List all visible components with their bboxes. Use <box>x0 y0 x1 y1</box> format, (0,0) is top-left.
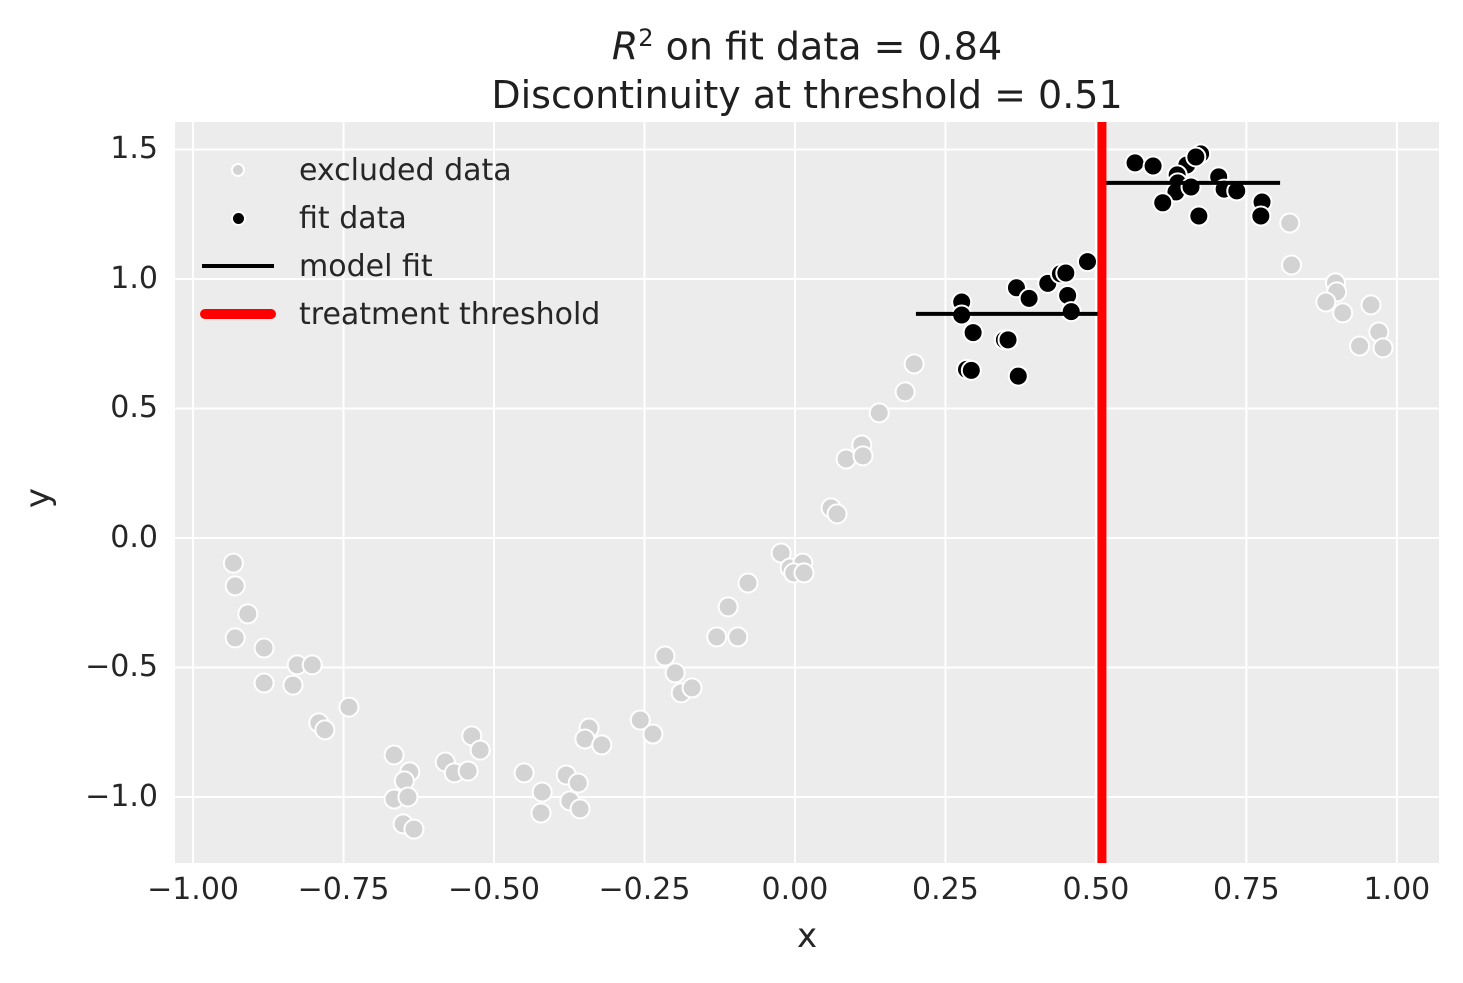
excluded-data-point <box>383 744 405 766</box>
chart-title-line1-text: on fit data = 0.84 <box>653 24 1003 69</box>
plot-area <box>175 122 1439 863</box>
excluded-data-point <box>706 626 728 648</box>
legend-label-fit-data: fit data <box>299 200 407 236</box>
x-tick-label: −1.00 <box>147 872 240 907</box>
y-tick-label: −1.0 <box>85 778 158 814</box>
excluded-data-point <box>664 662 686 684</box>
fit-data-point <box>997 329 1019 351</box>
excluded-data-point <box>793 562 815 584</box>
model-fit-line-icon <box>195 264 281 268</box>
x-tick-label: −0.50 <box>448 872 540 907</box>
excluded-data-point <box>868 402 890 424</box>
fit-data-point <box>1076 251 1098 273</box>
fit-data-point <box>1018 287 1040 309</box>
fit-data-point <box>1142 155 1164 177</box>
excluded-data-point <box>237 603 259 625</box>
excluded-data-point <box>717 596 739 618</box>
fit-data-point <box>1060 301 1082 323</box>
excluded-data-point <box>1279 212 1301 234</box>
legend-item-model-fit: model fit <box>195 242 600 290</box>
excluded-data-point <box>567 772 589 794</box>
fit-data-point <box>1180 176 1202 198</box>
fit-data-marker-icon <box>195 210 281 226</box>
excluded-data-point <box>770 542 792 564</box>
excluded-data-point <box>513 762 535 784</box>
chart-title: R2 on fit data = 0.84 Discontinuity at t… <box>175 14 1439 119</box>
fit-data-point <box>1185 146 1207 168</box>
r-squared-exponent: 2 <box>638 24 654 52</box>
fit-data-point <box>962 322 984 344</box>
y-axis-label: y <box>18 487 58 509</box>
legend: excluded data fit data model fit treatme… <box>195 146 600 338</box>
excluded-data-point <box>903 353 925 375</box>
excluded-data-point <box>852 445 874 467</box>
excluded-data-point <box>629 709 651 731</box>
excluded-data-point <box>591 734 613 756</box>
excluded-data-point <box>469 739 491 761</box>
excluded-data-point <box>1332 302 1354 324</box>
excluded-data-point <box>222 552 244 574</box>
excluded-data-point <box>1281 254 1303 276</box>
y-tick-label: 0.0 <box>110 519 158 555</box>
excluded-data-point <box>894 381 916 403</box>
excluded-data-point <box>737 572 759 594</box>
x-axis-label: x <box>796 916 818 956</box>
legend-item-excluded-data: excluded data <box>195 146 600 194</box>
excluded-data-point <box>530 802 552 824</box>
excluded-data-point <box>403 818 425 840</box>
r-squared-symbol: R <box>611 24 639 69</box>
x-tick-label: 0.75 <box>1212 872 1280 907</box>
y-tick-label: 0.5 <box>110 390 158 426</box>
y-tick-label: −0.5 <box>85 649 158 685</box>
legend-label-model-fit: model fit <box>299 248 433 284</box>
legend-item-treatment-threshold: treatment threshold <box>195 290 600 338</box>
y-tick-label: 1.5 <box>110 131 158 167</box>
excluded-data-point <box>569 798 591 820</box>
fit-data-point <box>1188 205 1210 227</box>
legend-label-treatment-threshold: treatment threshold <box>299 296 601 332</box>
chart-title-line1: R2 on fit data = 0.84 <box>175 14 1439 71</box>
excluded-data-point <box>338 696 360 718</box>
excluded-data-point <box>531 781 553 803</box>
legend-label-excluded-data: excluded data <box>299 152 512 188</box>
excluded-data-point <box>253 637 275 659</box>
fit-data-point <box>960 359 982 381</box>
excluded-data-point <box>224 627 246 649</box>
excluded-data-point <box>835 448 857 470</box>
excluded-data-point <box>1372 337 1394 359</box>
excluded-data-point <box>1349 335 1371 357</box>
fit-data-point <box>1055 262 1077 284</box>
excluded-data-point <box>681 677 703 699</box>
excluded-data-marker-icon <box>195 163 281 177</box>
excluded-data-point <box>727 626 749 648</box>
x-tick-label: −0.75 <box>297 872 390 907</box>
excluded-data-point <box>282 674 304 696</box>
excluded-data-point <box>301 654 323 676</box>
excluded-data-point <box>654 645 676 667</box>
treatment-threshold-line-icon <box>195 309 281 319</box>
excluded-data-point <box>1315 291 1337 313</box>
excluded-data-point <box>397 786 419 808</box>
y-tick-label: 1.0 <box>110 260 158 296</box>
excluded-data-point <box>457 760 479 782</box>
excluded-data-point <box>314 719 336 741</box>
fit-data-point <box>1152 192 1174 214</box>
fit-data-point <box>1007 365 1029 387</box>
fit-data-point <box>1124 152 1146 174</box>
excluded-data-point <box>253 672 275 694</box>
excluded-data-point <box>826 503 848 525</box>
x-tick-label: 0.50 <box>1062 872 1130 907</box>
x-tick-label: 0.25 <box>912 872 979 907</box>
excluded-data-point <box>1360 294 1382 316</box>
excluded-data-point <box>224 575 246 597</box>
chart-canvas <box>175 122 1439 863</box>
fit-data-point <box>1250 205 1272 227</box>
x-tick-label: −0.25 <box>598 872 691 907</box>
x-tick-label: 0.00 <box>761 872 829 907</box>
legend-item-fit-data: fit data <box>195 194 600 242</box>
chart-title-line2: Discontinuity at threshold = 0.51 <box>491 72 1123 117</box>
excluded-data-point <box>642 723 664 745</box>
x-tick-label: 1.00 <box>1363 872 1431 907</box>
